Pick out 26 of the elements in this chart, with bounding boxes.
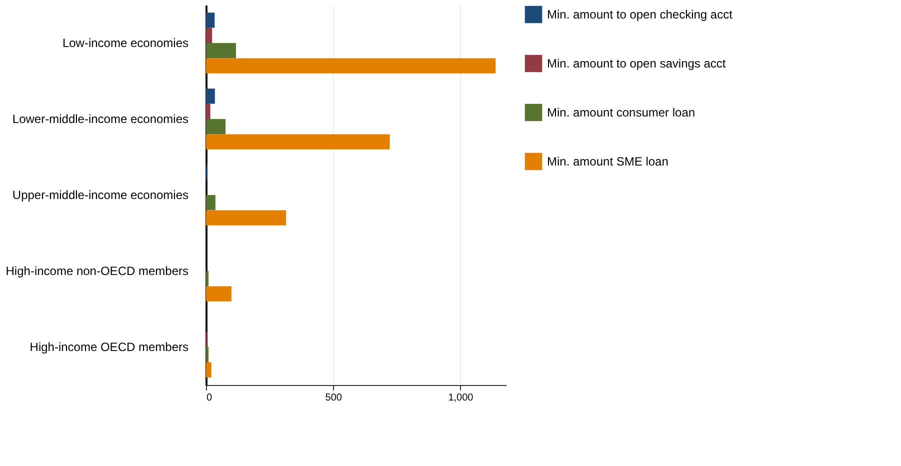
bar — [206, 286, 232, 302]
legend-label: Min. amount to open checking acct — [547, 8, 734, 22]
x-tick-label: 1,000 — [448, 392, 474, 404]
legend-label: Min. amount SME loan — [547, 154, 668, 168]
x-tick-label: 0 — [206, 392, 212, 404]
bar — [206, 88, 215, 104]
bar — [206, 119, 226, 134]
bar — [206, 210, 286, 226]
bar — [206, 195, 216, 210]
y-tick-label: Low-income economies — [62, 36, 188, 50]
y-tick-label: Upper-middle-income economies — [12, 188, 188, 202]
x-tick-label: 500 — [325, 392, 342, 404]
bar — [206, 43, 236, 58]
bar — [206, 134, 390, 150]
y-tick-label: High-income non-OECD members — [6, 264, 188, 278]
y-tick-label: High-income OECD members — [30, 340, 188, 354]
bar — [206, 362, 212, 378]
legend-label: Min. amount to open savings acct — [547, 56, 726, 70]
bar — [206, 12, 215, 28]
bar — [206, 104, 210, 119]
legend-label: Min. amount consumer loan — [547, 106, 696, 120]
y-tick-label: Lower-middle-income economies — [12, 112, 188, 126]
bar — [206, 347, 209, 362]
bar — [206, 58, 496, 74]
bar — [206, 271, 209, 286]
bar — [206, 28, 212, 43]
